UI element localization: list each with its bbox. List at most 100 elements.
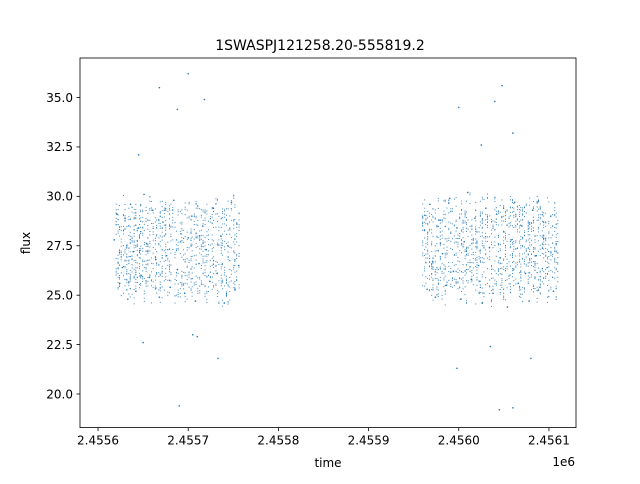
observation-dot <box>123 245 125 247</box>
observation-dot <box>149 234 151 236</box>
observation-dot <box>177 283 179 285</box>
observation-dot <box>434 218 436 220</box>
observation-dot <box>534 263 536 265</box>
observation-dot <box>120 259 122 261</box>
observation-dot <box>475 230 477 232</box>
observation-dot <box>465 264 467 266</box>
observation-dot <box>234 260 236 262</box>
observation-dot <box>222 280 224 282</box>
observation-dot <box>481 219 483 221</box>
observation-dot <box>504 221 506 223</box>
observation-dot <box>434 278 436 280</box>
observation-dot <box>190 278 192 280</box>
observation-dot <box>511 270 513 272</box>
observation-dot <box>515 265 517 267</box>
observation-dot <box>545 251 547 253</box>
observation-dot <box>467 219 469 221</box>
observation-dot <box>184 214 186 216</box>
observation-dot <box>230 208 232 210</box>
observation-dot <box>511 207 513 209</box>
observation-dot <box>516 264 518 266</box>
observation-dot <box>483 296 485 298</box>
observation-dot <box>216 293 218 295</box>
observation-dot <box>202 260 204 262</box>
observation-dot <box>179 231 181 233</box>
observation-dot <box>527 234 529 236</box>
observation-dot <box>527 253 529 255</box>
observation-dot <box>451 208 453 210</box>
observation-dot <box>439 279 441 281</box>
observation-dot <box>469 270 471 272</box>
observation-dot <box>476 259 478 261</box>
data-point <box>237 264 240 267</box>
observation-dot <box>537 267 539 269</box>
observation-dot <box>229 276 231 278</box>
observation-dot <box>509 254 511 256</box>
observation-dot <box>432 278 434 280</box>
observation-dot <box>181 256 183 258</box>
observation-dot <box>193 215 195 217</box>
observation-dot <box>483 246 485 248</box>
data-point <box>546 266 548 269</box>
observation-dot <box>129 287 131 289</box>
observation-dot <box>497 235 499 237</box>
observation-dot <box>184 202 186 204</box>
observation-dot <box>123 194 125 196</box>
observation-dot <box>170 252 172 254</box>
observation-dot <box>188 271 190 273</box>
observation-dot <box>471 279 473 281</box>
observation-dot <box>437 293 439 295</box>
observation-dot <box>479 286 481 288</box>
observation-dot <box>156 273 158 275</box>
observation-dot <box>158 243 160 245</box>
observation-dot <box>554 227 556 228</box>
observation-dot <box>554 248 556 250</box>
observation-dot <box>123 215 125 217</box>
observation-dot <box>453 224 455 226</box>
observation-dot <box>211 288 213 290</box>
observation-dot <box>527 275 529 277</box>
observation-dot <box>142 278 144 280</box>
observation-dot <box>448 212 450 214</box>
observation-dot <box>432 258 434 260</box>
observation-dot <box>216 199 218 201</box>
observation-dot <box>165 246 167 248</box>
observation-dot <box>519 261 521 263</box>
observation-dot <box>467 282 469 284</box>
observation-dot <box>220 274 222 276</box>
observation-dot <box>154 279 156 281</box>
observation-dot <box>457 282 459 284</box>
y-axis-label: flux <box>19 232 33 254</box>
observation-dot <box>126 278 128 280</box>
observation-dot <box>220 218 222 220</box>
observation-dot <box>204 209 206 211</box>
y-tick-label: 22.5 <box>46 338 73 352</box>
data-point <box>140 274 143 277</box>
observation-dot <box>229 281 231 283</box>
observation-dot <box>165 225 167 227</box>
observation-dot <box>227 229 229 231</box>
observation-dot <box>233 220 235 222</box>
observation-dot <box>453 278 455 280</box>
observation-dot <box>184 235 186 237</box>
observation-dot <box>451 238 453 240</box>
observation-dot <box>126 273 128 275</box>
observation-dot <box>519 208 521 210</box>
observation-dot <box>206 261 208 263</box>
observation-dot <box>499 268 501 269</box>
observation-dot <box>227 256 229 258</box>
observation-dot <box>165 268 167 270</box>
observation-dot <box>520 224 522 226</box>
data-point <box>528 300 530 302</box>
observation-dot <box>193 284 195 286</box>
observation-dot <box>190 232 192 234</box>
observation-dot <box>129 242 131 244</box>
observation-dot <box>461 203 463 205</box>
observation-dot <box>539 271 541 273</box>
observation-dot <box>541 252 543 254</box>
observation-dot <box>439 259 441 261</box>
observation-dot <box>222 288 224 290</box>
observation-dot <box>469 244 471 246</box>
observation-dot <box>170 225 172 227</box>
observation-dot <box>142 226 144 228</box>
